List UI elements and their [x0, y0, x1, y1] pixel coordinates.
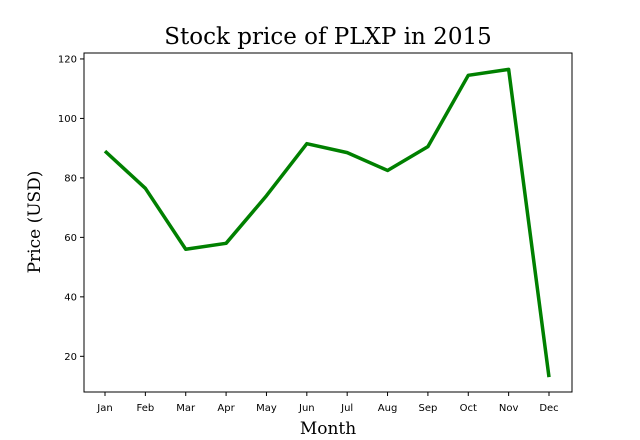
x-tick-label: Feb — [137, 403, 155, 414]
y-tick-label: 40 — [64, 292, 77, 303]
x-tick-label: Nov — [499, 403, 519, 414]
axes-frame — [83, 52, 573, 393]
x-tick-label: Mar — [176, 403, 196, 414]
x-tick-label: Sep — [418, 403, 437, 414]
x-tick-label: Jan — [96, 403, 112, 414]
plot-area: 20 40 60 80 100 120 Jan Feb Mar Apr May Jun Jul Aug Se… — [58, 52, 573, 414]
x-tick-label: Aug — [378, 403, 398, 414]
x-tick-label: Apr — [217, 403, 235, 414]
y-axis-label: Price (USD) — [25, 171, 45, 274]
y-tick-label: 20 — [64, 352, 77, 363]
x-tick-label: Jul — [340, 403, 353, 414]
series-line — [103, 67, 551, 378]
x-axis-label: Month — [300, 419, 356, 439]
x-tick-label: Jun — [298, 403, 315, 414]
chart-title: Stock price of PLXP in 2015 — [164, 24, 491, 50]
x-tick-label: Dec — [539, 403, 558, 414]
y-tick-label: 100 — [58, 114, 77, 125]
y-tick-label: 120 — [58, 54, 77, 65]
y-tick-label: 80 — [64, 173, 77, 184]
x-tick-label: Oct — [460, 403, 477, 414]
x-tick-label: May — [256, 403, 277, 414]
y-tick-label: 60 — [64, 233, 77, 244]
